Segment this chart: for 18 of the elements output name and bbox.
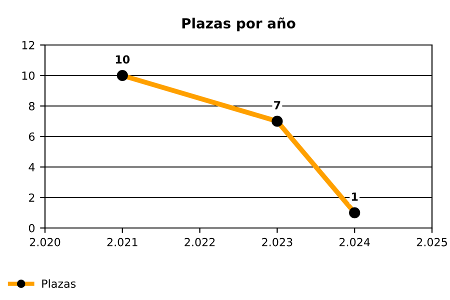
y-tick-label: 0 bbox=[28, 224, 35, 232]
y-tick-label: 6 bbox=[28, 132, 35, 141]
legend-label: Plazas bbox=[42, 279, 76, 288]
y-tick-label: 10 bbox=[22, 71, 35, 80]
data-label: 7 bbox=[274, 101, 280, 110]
x-tick-label: 2.022 bbox=[184, 238, 215, 246]
x-tick-label: 2.025 bbox=[416, 238, 447, 246]
data-label: 1 bbox=[352, 192, 358, 201]
x-tick-label: 2.024 bbox=[340, 238, 370, 246]
data-label: 10 bbox=[116, 55, 130, 64]
y-tick-label: 4 bbox=[28, 163, 35, 172]
x-tick-label: 2.023 bbox=[262, 238, 292, 246]
y-tick-label: 12 bbox=[22, 40, 34, 50]
x-tick-label: 2.020 bbox=[30, 238, 60, 246]
x-tick-label: 2.021 bbox=[107, 238, 138, 246]
chart-title: Plazas por año bbox=[182, 18, 296, 32]
y-tick-label: 2 bbox=[29, 193, 34, 202]
y-tick-label: 8 bbox=[28, 102, 35, 110]
